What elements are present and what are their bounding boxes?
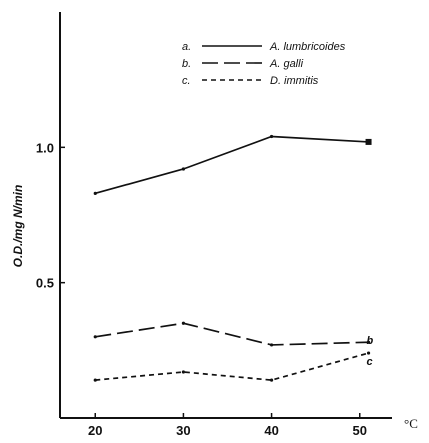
x-tick-label: 20 (88, 423, 102, 438)
x-tick-label: 40 (264, 423, 278, 438)
series-end-label: b (367, 335, 374, 347)
series-group: bc (93, 134, 374, 382)
data-point (181, 370, 186, 374)
y-tick-label: 1.0 (36, 140, 54, 155)
data-point (366, 351, 371, 355)
data-point (269, 343, 274, 347)
series-end-label: c (367, 356, 373, 368)
legend-key: b. (182, 58, 191, 70)
legend-label: D. immitis (270, 75, 319, 87)
y-tick-label: 0.5 (36, 276, 54, 291)
data-point (93, 335, 97, 339)
x-tick-label: 50 (353, 423, 367, 438)
series-line-3 (95, 352, 369, 381)
data-point (269, 378, 274, 382)
data-point (269, 134, 274, 139)
x-axis-unit-label: °C (404, 416, 418, 431)
data-point (181, 167, 186, 171)
legend-key: a. (182, 41, 191, 53)
y-axis-title: O.D./mg N/min (11, 185, 25, 268)
data-point (181, 321, 186, 325)
data-point (366, 340, 371, 344)
legend-key: c. (182, 75, 191, 87)
axes (59, 12, 392, 419)
data-point (93, 191, 97, 195)
series-line-2 (95, 322, 369, 346)
data-point (93, 378, 97, 382)
legend: a. A. lumbricoides b. A. galli c. D. immitis (182, 41, 346, 87)
legend-label: A. lumbricoides (269, 41, 346, 53)
series-end-marker (365, 138, 372, 145)
series-line-1 (95, 135, 369, 195)
axis-ticks: 20 30 40 50 0.5 1.0 (36, 140, 367, 438)
x-tick-label: 30 (176, 423, 190, 438)
legend-label: A. galli (269, 58, 304, 70)
